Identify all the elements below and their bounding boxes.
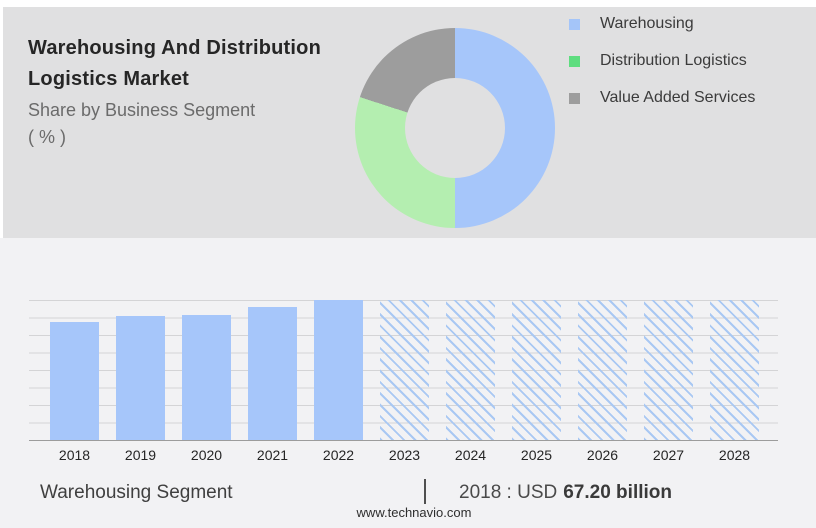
bar-2022 xyxy=(314,300,363,440)
legend-swatch-gray xyxy=(569,92,580,104)
bar-2028 xyxy=(710,300,759,440)
x-axis-labels: 2018 2019 2020 2021 2022 2023 2024 2025 2026 2027… xyxy=(29,447,778,465)
chart-legend: Warehousing Distribution Logistics Value… xyxy=(569,13,755,124)
footer-separator xyxy=(424,479,426,504)
legend-item-value-added-services: Value Added Services xyxy=(569,87,755,109)
x-axis-label-2021: 2021 xyxy=(256,447,289,463)
legend-swatch-blue xyxy=(569,18,580,30)
legend-label: Warehousing xyxy=(600,15,694,32)
page-title-line-2: Logistics Market xyxy=(28,68,190,90)
x-axis-label-2026: 2026 xyxy=(586,447,619,463)
bar-2027 xyxy=(644,300,693,440)
value-prefix: 2018 : USD xyxy=(459,482,558,503)
legend-swatch-green xyxy=(569,55,580,67)
bar-2023 xyxy=(380,300,429,440)
page-subtitle-unit: ( % ) xyxy=(28,127,66,147)
legend-item-warehousing: Warehousing xyxy=(569,13,755,35)
x-axis-label-2028: 2028 xyxy=(718,447,751,463)
x-axis-label-2024: 2024 xyxy=(454,447,487,463)
x-axis-label-2023: 2023 xyxy=(388,447,421,463)
market-value: 2018 : USD 67.20 billion xyxy=(459,482,672,504)
x-axis-label-2020: 2020 xyxy=(190,447,223,463)
bar-2021 xyxy=(248,307,297,440)
segment-label: Warehousing Segment xyxy=(40,482,233,503)
bar-2020 xyxy=(182,314,231,440)
bar-2024 xyxy=(446,300,495,440)
page-subtitle-line-1: Share by Business Segment xyxy=(28,100,256,120)
donut-chart xyxy=(355,28,555,228)
bar-2026 xyxy=(578,300,627,440)
page-title: Warehousing And Distribution Logistics M… xyxy=(28,33,321,95)
bar-2025 xyxy=(512,300,561,440)
bar-2019 xyxy=(116,315,165,440)
legend-label: Value Added Services xyxy=(600,89,756,106)
donut-hole xyxy=(405,78,505,178)
page-subtitle: Share by Business Segment ( % ) xyxy=(28,97,255,151)
website-link[interactable]: www.technavio.com xyxy=(356,505,472,520)
value-amount: 67.20 billion xyxy=(563,482,672,503)
page-title-line-1: Warehousing And Distribution xyxy=(28,37,321,59)
legend-label: Distribution Logistics xyxy=(600,52,747,69)
x-axis-label-2019: 2019 xyxy=(124,447,157,463)
x-axis-label-2018: 2018 xyxy=(58,447,91,463)
x-axis-label-2022: 2022 xyxy=(322,447,355,463)
x-axis-label-2025: 2025 xyxy=(520,447,553,463)
bar-2018 xyxy=(50,321,99,440)
bar-chart-plot xyxy=(29,300,778,441)
x-axis-label-2027: 2027 xyxy=(652,447,685,463)
legend-item-distribution-logistics: Distribution Logistics xyxy=(569,50,755,72)
